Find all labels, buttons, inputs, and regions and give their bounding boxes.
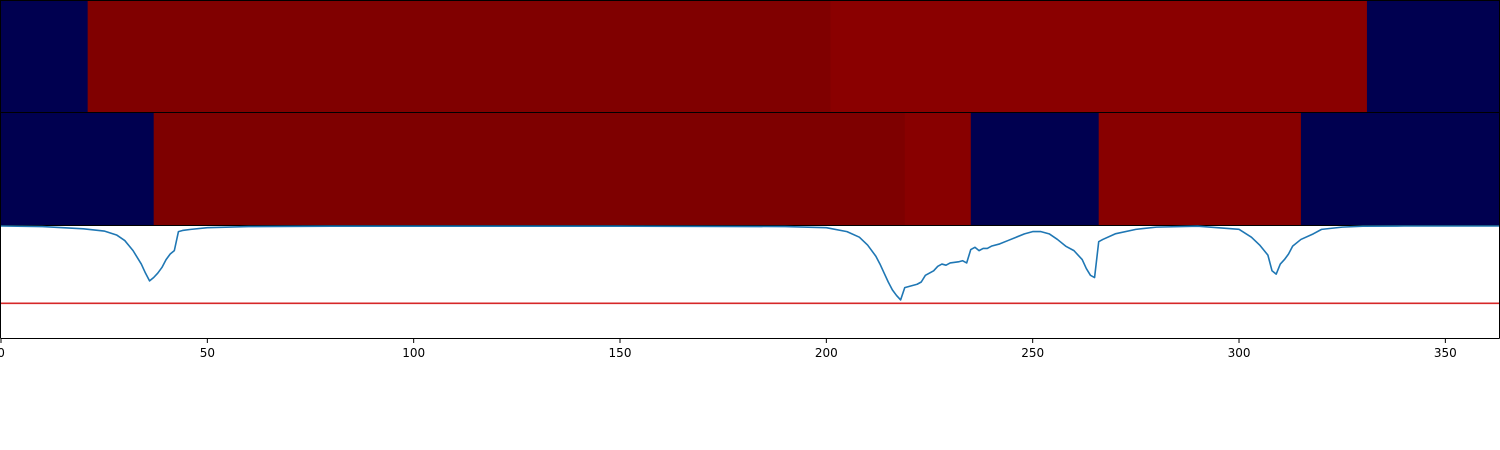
- heatmap-cell-high: [830, 1, 1368, 112]
- x-tick-label: 300: [1228, 346, 1251, 360]
- heatmap-cell-low: [970, 113, 1100, 225]
- heatmap-strip-top: [0, 0, 1500, 113]
- heatmap-cell-high: [1098, 113, 1302, 225]
- x-tick-label: 350: [1434, 346, 1457, 360]
- line-panel: [0, 225, 1500, 339]
- series-line-0: [0, 225, 1499, 301]
- heatmap-cell-low: [1366, 1, 1500, 112]
- x-tick-label: 100: [402, 346, 425, 360]
- heatmap-cell-mid_high: [87, 1, 832, 112]
- heatmap-strip-middle: [0, 112, 1500, 226]
- x-tick-label: 0: [0, 346, 5, 360]
- heatmap-cell-high: [904, 113, 972, 225]
- x-axis: 0 50 100 150 200 250 300 350: [0, 338, 1457, 360]
- heatmap-cell-low: [1, 113, 155, 225]
- heatmap-cell-low: [1300, 113, 1500, 225]
- x-tick-label: 250: [1021, 346, 1044, 360]
- x-tick-label: 200: [815, 346, 838, 360]
- heatmap-cell-mid_high: [153, 113, 906, 225]
- heatmap-cell-low: [1, 1, 89, 112]
- x-tick-label: 50: [200, 346, 215, 360]
- x-tick-label: 150: [609, 346, 632, 360]
